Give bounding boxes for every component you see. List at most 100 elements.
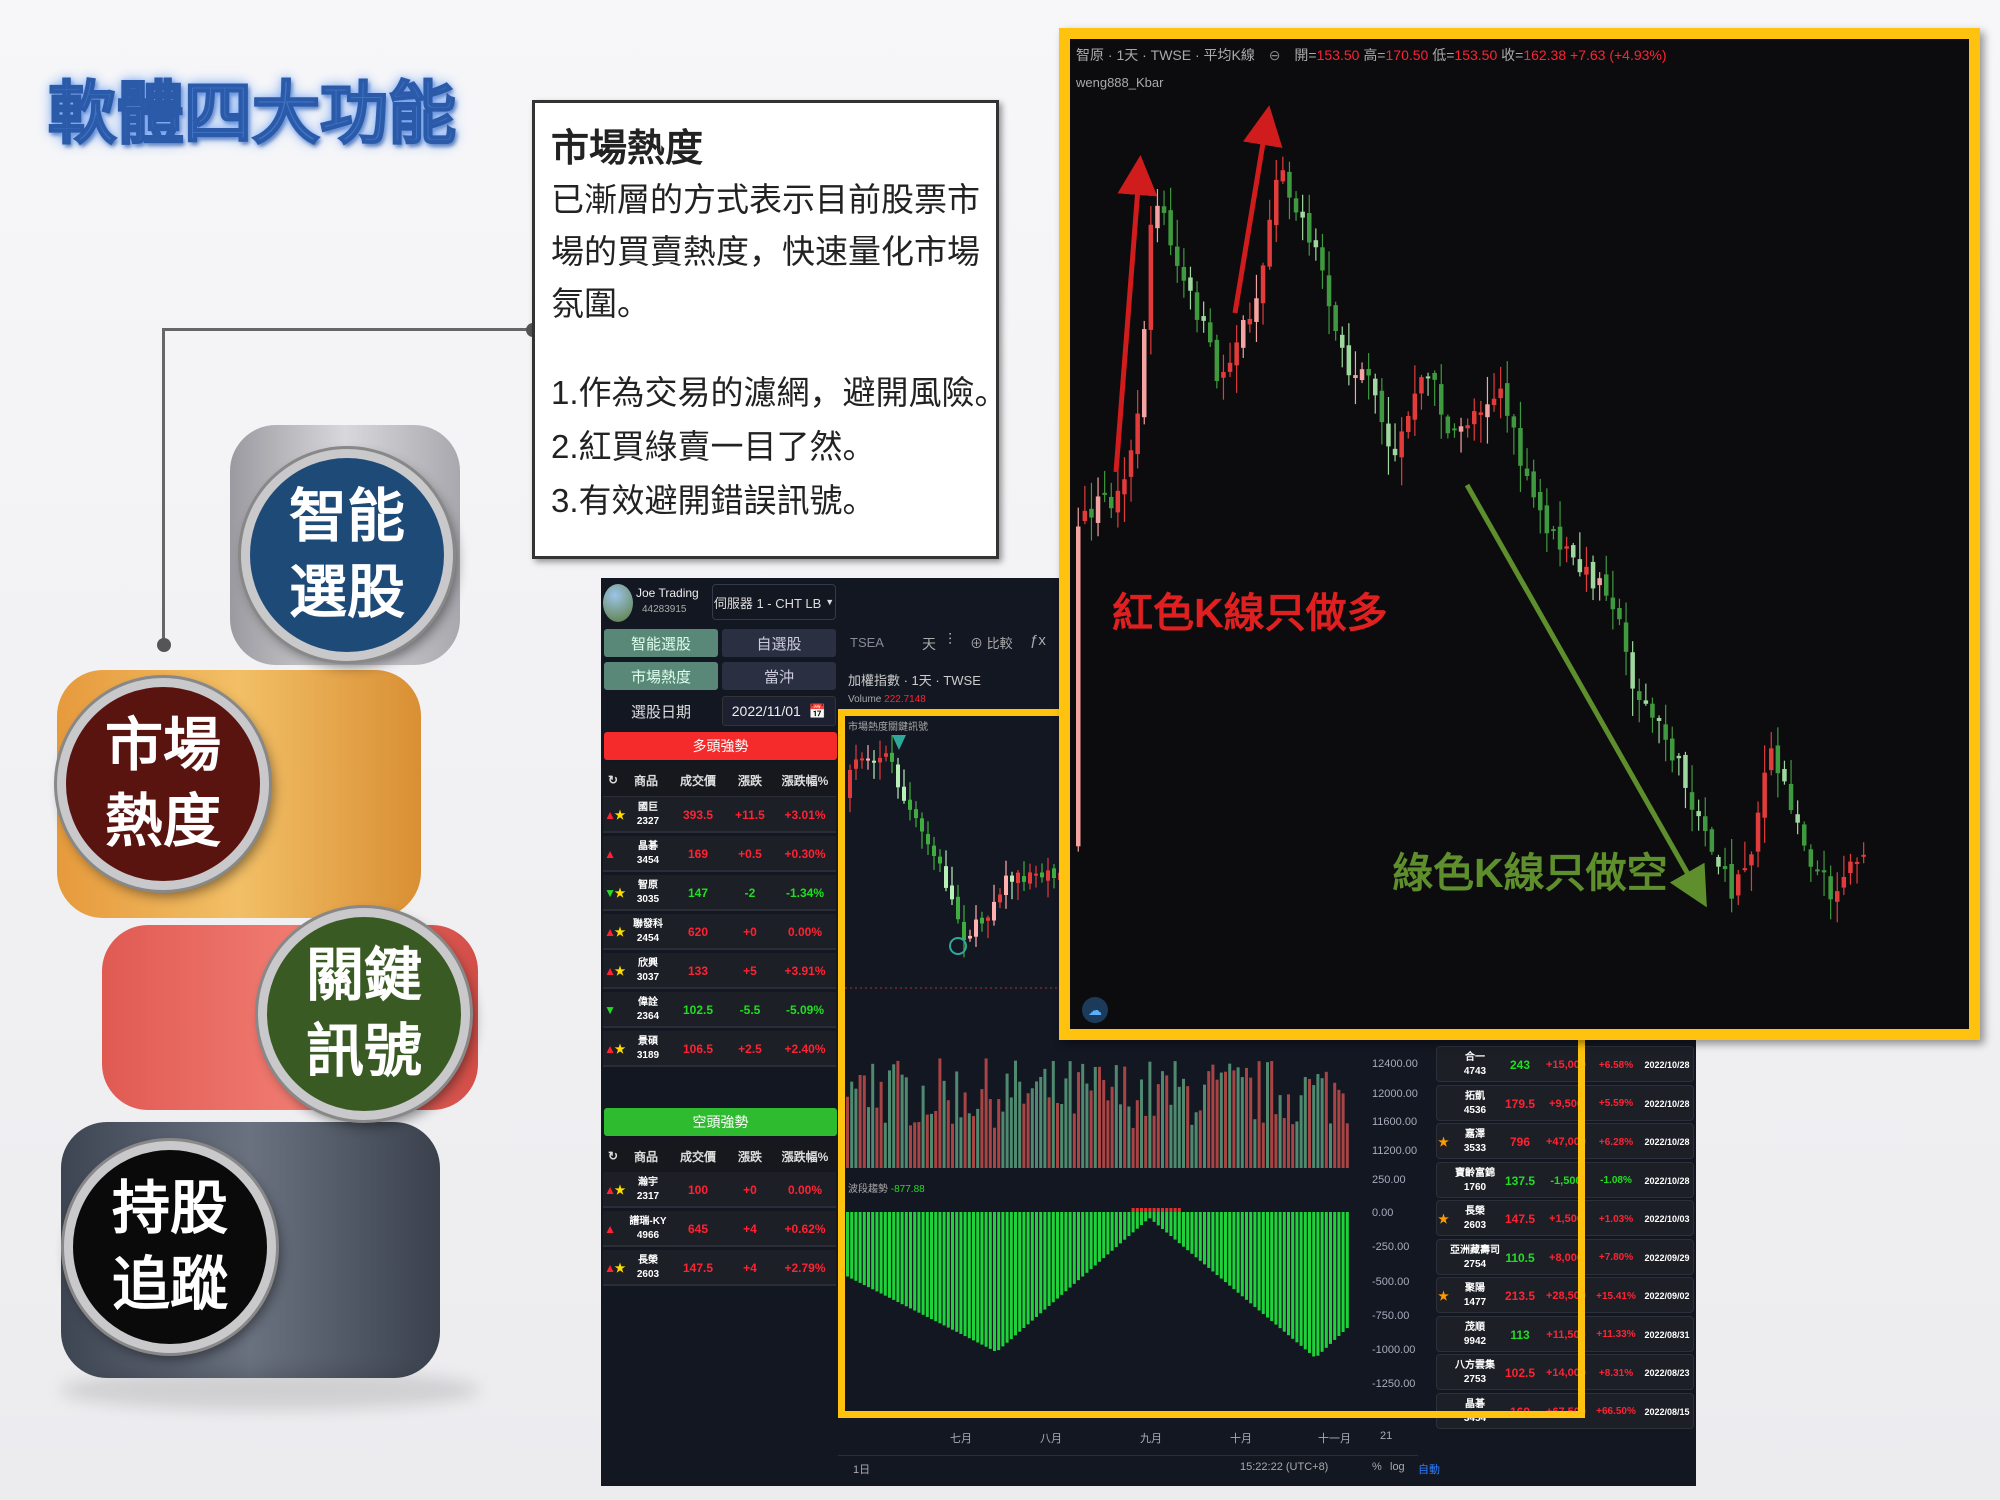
watch-row[interactable]: 拓凱 4536 179.5 +9,500 +5.59% 2022/10/28 <box>1436 1084 1694 1122</box>
change: +11,500 <box>1546 1328 1586 1341</box>
trend-tick: -1250.00 <box>1372 1378 1416 1390</box>
collapse-icon[interactable]: ⊖ <box>1268 47 1281 63</box>
watch-row[interactable]: 八方雲集 2753 102.5 +14,000 +8.31% 2022/08/23 <box>1436 1354 1694 1390</box>
star-icon[interactable]: ★ <box>614 964 626 978</box>
symbol-input[interactable]: TSEA <box>850 635 884 650</box>
table-row[interactable]: ▲ 晶碁 3454 169 +0.5 +0.30% <box>603 836 836 872</box>
change: +15,000 <box>1545 1059 1587 1071</box>
calendar-icon[interactable]: 📅 <box>808 702 827 719</box>
stock-name-code: 拓凱 4536 <box>1449 1086 1501 1122</box>
high-value: 170.50 <box>1385 47 1429 63</box>
indicator-button[interactable]: ƒx <box>1030 632 1046 649</box>
refresh-icon[interactable]: ↻ <box>607 773 619 787</box>
change-pct: +11.33% <box>1596 1329 1636 1340</box>
watch-row[interactable]: ★ 聚陽 1477 213.5 +28,500 +15.41% 2022/09/0… <box>1436 1277 1694 1313</box>
bear-label: 空頭強勢 <box>692 1114 749 1130</box>
stock-name: 八方雲集 <box>1455 1360 1495 1371</box>
change-pct: +6.58% <box>1598 1059 1634 1071</box>
star-icon[interactable]: ★ <box>614 1042 626 1056</box>
watch-row[interactable]: ★ 長榮 2603 147.5 +1,500 +1.03% 2022/10/03 <box>1436 1200 1694 1236</box>
star-icon[interactable]: ★ <box>1438 1135 1449 1149</box>
col-header[interactable]: 商品 <box>633 773 658 788</box>
tab-smart-picking[interactable]: 智能選股 <box>604 629 718 657</box>
star-icon[interactable]: ★ <box>1438 1289 1449 1303</box>
range-button[interactable]: 1日 <box>853 1464 871 1476</box>
stock-name-code: 亞洲藏壽司 2754 <box>1449 1240 1501 1276</box>
server-select[interactable]: 伺服器 1 - CHT LB ▼ <box>712 584 836 620</box>
col-header[interactable]: 漲跌幅% <box>781 1149 829 1164</box>
stock-name: 拓凱 <box>1465 1090 1485 1102</box>
star-icon[interactable]: ★ <box>614 808 626 822</box>
stock-code: 3454 <box>636 855 660 866</box>
feature-label: 追蹤 <box>111 1252 228 1317</box>
col-header[interactable]: 漲跌幅% <box>781 773 829 788</box>
tab-daytrade[interactable]: 當沖 <box>722 662 836 690</box>
change: +47,000 <box>1545 1136 1587 1148</box>
auto-toggle[interactable]: 自動 <box>1418 1464 1440 1476</box>
box-title: 市場熱度 <box>551 128 704 170</box>
table-row[interactable]: ▲ ★ 聯發科 2454 620 +0 0.00% <box>603 914 836 950</box>
table-row[interactable]: ▲ ★ 瀚宇 2317 100 +0 0.00% <box>603 1172 836 1208</box>
watch-row[interactable]: 合一 4743 243 +15,000 +6.58% 2022/10/28 <box>1436 1046 1694 1082</box>
col-header[interactable]: 成交價 <box>679 1149 716 1164</box>
refresh-icon[interactable]: ↻ <box>607 1149 619 1163</box>
col-header[interactable]: 商品 <box>633 1149 658 1164</box>
star-icon[interactable]: ★ <box>614 886 626 900</box>
feature-smart-picking[interactable]: 智能 選股 <box>241 449 453 661</box>
candle-type-icon[interactable]: ⫶ <box>948 632 953 649</box>
table-row[interactable]: ▲ ★ 長榮 2603 147.5 +4 +2.79% <box>603 1250 836 1286</box>
server-label: 伺服器 1 - CHT LB <box>713 595 822 611</box>
date-value: 2022/11/01 <box>731 703 801 719</box>
table-row[interactable]: ▼ 偉詮 2364 102.5 -5.5 -5.09% <box>603 992 836 1028</box>
tab-watchlist[interactable]: 自選股 <box>722 629 836 657</box>
bear-header: 空頭強勢 <box>604 1108 837 1136</box>
col-header[interactable]: 漲跌 <box>737 773 762 788</box>
table-row[interactable]: ▲ ★ 景碩 3189 106.5 +2.5 +2.40% <box>603 1031 836 1067</box>
change: +4 <box>743 1222 757 1236</box>
change-value: +7.63 (+4.93%) <box>1570 47 1667 63</box>
price: 102.5 <box>682 1003 714 1017</box>
price: 147.5 <box>1504 1212 1536 1226</box>
feature-holding-tracking[interactable]: 持股 追蹤 <box>64 1141 276 1353</box>
table-row[interactable]: ▲ ★ 國巨 2327 393.5 +11.5 +3.01% <box>603 797 836 833</box>
star-icon[interactable]: ★ <box>1438 1212 1449 1226</box>
date-input[interactable]: 2022/11/01 📅 <box>722 696 836 726</box>
stock-name: 譜瑞-KY <box>629 1216 667 1227</box>
change: -5.5 <box>739 1003 761 1017</box>
col-header[interactable]: 漲跌 <box>737 1149 762 1164</box>
table-row[interactable]: ▲ ★ 欣興 3037 133 +5 +3.91% <box>603 953 836 989</box>
star-icon[interactable]: ★ <box>614 925 626 939</box>
watch-row[interactable]: 茂順 9942 113 +11,500 +11.33% 2022/08/31 <box>1436 1315 1694 1352</box>
feature-market-heat[interactable]: 市場 熱度 <box>57 678 269 890</box>
interval-button[interactable]: 天 <box>922 636 936 652</box>
chart-header: 加權指數 · 1天 · TWSE <box>848 673 981 688</box>
watch-row[interactable]: 寶齡富錦 1760 137.5 -1,500 -1.08% 2022/10/28 <box>1436 1161 1694 1198</box>
trend-tick: -750.00 <box>1372 1310 1410 1322</box>
trend-label: 波段趨勢 -877.88 <box>848 1180 925 1195</box>
watch-row[interactable]: ★ 嘉澤 3533 796 +47,000 +6.28% 2022/10/28 <box>1436 1123 1694 1159</box>
log-toggle[interactable]: log <box>1390 1461 1405 1473</box>
stock-code: 3189 <box>636 1050 660 1061</box>
tab-market-heat[interactable]: 市場熱度 <box>604 662 718 690</box>
stock-name: 瀚宇 <box>638 1177 658 1188</box>
price-tick: 11200.00 <box>1372 1145 1418 1157</box>
date: 2022/08/15 <box>1644 1406 1690 1417</box>
table-row[interactable]: ▼ ★ 智原 3035 147 -2 -1.34% <box>603 875 836 911</box>
stock-name: 茂順 <box>1465 1321 1485 1333</box>
description-box: 市場熱度 已漸層的方式表示目前股票市場的買賣熱度，快速量化市場氛圍。 1.作為交… <box>532 100 1008 559</box>
table-row[interactable]: ▲ 譜瑞-KY 4966 645 +4 +0.62% <box>603 1211 836 1247</box>
slide-title: 軟體四大功能 <box>47 75 457 153</box>
star-icon[interactable]: ★ <box>614 1183 626 1197</box>
compare-button[interactable]: ⊕ 比較 <box>970 633 1013 652</box>
watch-row[interactable]: 亞洲藏壽司 2754 110.5 +8,000 +7.80% 2022/09/29 <box>1436 1238 1694 1276</box>
avatar[interactable] <box>603 584 633 622</box>
date: 2022/10/28 <box>1644 1137 1690 1147</box>
change-pct: 0.00% <box>787 925 823 939</box>
date: 2022/08/23 <box>1644 1368 1690 1378</box>
col-header[interactable]: 成交價 <box>679 773 716 788</box>
percent-toggle[interactable]: % <box>1372 1461 1382 1473</box>
feature-label: 選股 <box>288 560 405 625</box>
feature-key-signal[interactable]: 關鍵 訊號 <box>258 908 470 1120</box>
stock-code: 2454 <box>636 933 660 944</box>
star-icon[interactable]: ★ <box>614 1261 626 1275</box>
